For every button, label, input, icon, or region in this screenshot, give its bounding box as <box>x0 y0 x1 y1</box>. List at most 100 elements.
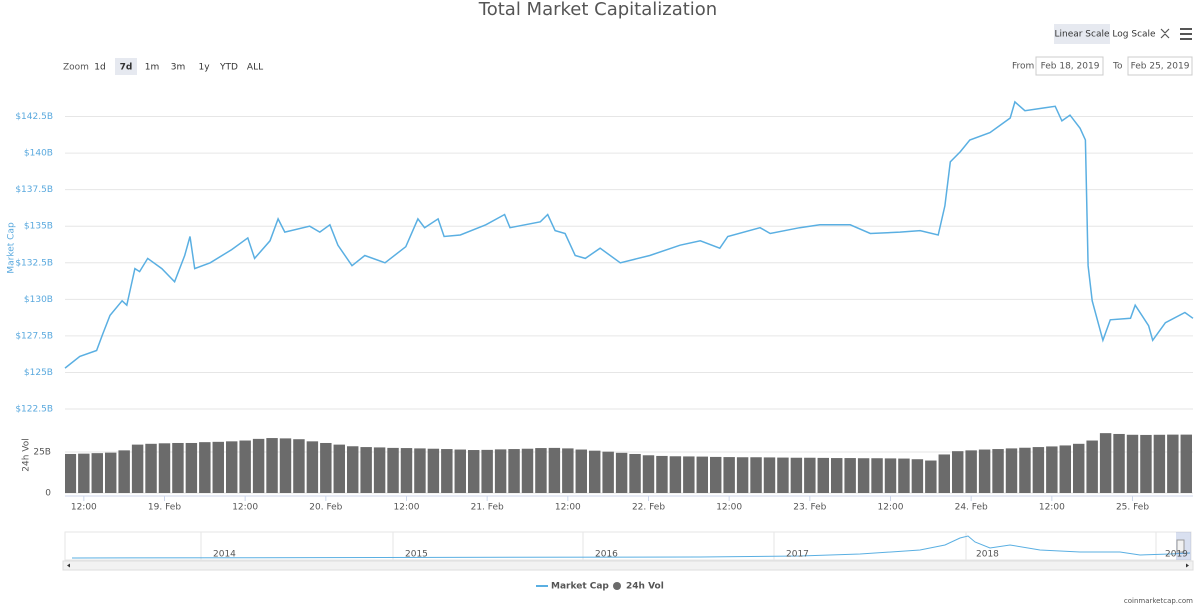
volume-bar <box>65 453 77 493</box>
volume-bar <box>1113 433 1125 493</box>
market-cap-line <box>64 100 1194 369</box>
volume-bar <box>1167 434 1179 493</box>
volume-bar <box>225 441 238 493</box>
zoom-button[interactable]: 1y <box>198 63 210 73</box>
x-tick-label: 20. Feb <box>309 503 342 513</box>
volume-bar <box>414 448 426 493</box>
volume-bar <box>1059 445 1071 493</box>
legend-label[interactable]: 24h Vol <box>626 582 664 592</box>
zoom-button[interactable]: ALL <box>247 63 263 73</box>
volume-bar <box>293 439 305 493</box>
volume-bar <box>884 458 897 493</box>
volume-bar <box>199 442 211 493</box>
y-tick-label: $130B <box>24 295 53 305</box>
volume-bar <box>965 450 977 493</box>
volume-bar <box>683 456 695 493</box>
y-tick-label: 25B <box>33 448 51 458</box>
volume-bar <box>400 448 413 493</box>
scroll-arrow[interactable] <box>1186 563 1189 568</box>
navigator-label: 2018 <box>976 550 999 560</box>
volume-bar <box>951 451 964 493</box>
date-input[interactable] <box>1035 56 1104 76</box>
volume-bar <box>911 459 924 493</box>
volume-bar <box>535 448 547 493</box>
navigator-label: 2017 <box>786 550 809 560</box>
credit: coinmarketcap.com <box>1124 597 1193 605</box>
button-bg <box>1054 24 1110 44</box>
navigator-handle[interactable] <box>1176 539 1185 553</box>
navigator-label: 2015 <box>405 550 428 560</box>
scale-button[interactable]: Linear Scale <box>1054 30 1110 40</box>
scale-button[interactable]: Log Scale <box>1112 30 1156 40</box>
volume-bar <box>844 458 856 493</box>
zoom-button[interactable]: 1m <box>145 63 160 73</box>
volume-bar <box>306 441 319 493</box>
volume-bar <box>790 457 803 493</box>
to-label: To <box>1112 62 1123 72</box>
volume-bar <box>562 448 574 493</box>
volume-bar <box>467 450 480 493</box>
volume-bar <box>777 457 789 493</box>
y-tick-label: $127.5B <box>15 331 53 341</box>
volume-bar <box>709 456 722 493</box>
x-tick-label: 25. Feb <box>1116 503 1149 513</box>
volume-bar <box>1072 443 1085 493</box>
scrollbar[interactable] <box>62 560 1194 571</box>
volume-bar <box>333 444 345 493</box>
volume-bar <box>172 442 184 493</box>
y-tick-label: $137.5B <box>15 185 53 195</box>
y-tick-label: $125B <box>24 368 53 378</box>
volume-bar <box>857 458 870 493</box>
menu-icon[interactable] <box>1180 28 1192 40</box>
y-tick-label: 0 <box>45 489 51 499</box>
volume-bar <box>441 449 453 493</box>
fullscreen-icon[interactable] <box>1160 28 1170 39</box>
volume-bar <box>1046 446 1058 493</box>
x-tick-label: 12:00 <box>878 503 904 513</box>
x-tick-label: 12:00 <box>716 503 742 513</box>
x-tick-label: 22. Feb <box>632 503 665 513</box>
y-tick-label: $142.5B <box>15 112 53 122</box>
x-tick-label: 12:00 <box>394 503 420 513</box>
zoom-button[interactable]: 1d <box>94 63 105 73</box>
button-bg <box>115 58 137 75</box>
volume-bar <box>925 460 937 493</box>
scroll-arrow[interactable] <box>67 563 70 568</box>
volume-bar <box>669 456 682 493</box>
date-input[interactable] <box>1127 56 1193 76</box>
y-tick-label: $122.5B <box>15 405 53 415</box>
zoom-button[interactable]: 7d <box>120 63 133 73</box>
volume-bar <box>145 443 157 493</box>
volume-bar <box>696 456 708 493</box>
volume-bar <box>750 457 762 493</box>
volume-bar <box>158 443 171 493</box>
navigator-grid <box>200 532 1157 560</box>
legend-label[interactable]: Market Cap <box>551 582 609 592</box>
navigator-label: 2019 <box>1165 550 1188 560</box>
x-tick-label: 12:00 <box>555 503 581 513</box>
volume-bar <box>320 442 332 493</box>
volume-bar <box>266 438 278 493</box>
zoom-button[interactable]: 3m <box>171 63 186 73</box>
volume-bar <box>185 442 198 493</box>
navigator-line <box>71 535 1191 559</box>
volume-bar <box>279 438 292 493</box>
to-date[interactable]: Feb 25, 2019 <box>1131 62 1190 72</box>
volume-bar <box>736 457 749 493</box>
volume-bar <box>91 453 103 493</box>
x-tick-label: 12:00 <box>71 503 97 513</box>
volume-bar <box>548 447 561 493</box>
volume-bar <box>387 447 399 493</box>
from-label: From <box>1012 62 1034 72</box>
zoom-button[interactable]: YTD <box>219 63 238 73</box>
from-date[interactable]: Feb 18, 2019 <box>1041 62 1100 72</box>
volume-bar <box>239 440 251 493</box>
y-tick-label: $132.5B <box>15 258 53 268</box>
volume-bar <box>1140 434 1152 493</box>
volume-bar <box>871 458 883 493</box>
volume-bar <box>656 455 668 493</box>
volume-bar <box>1099 433 1112 493</box>
volume-bar <box>817 457 829 493</box>
volume-bar <box>1086 440 1098 493</box>
volume-bar <box>629 453 641 493</box>
